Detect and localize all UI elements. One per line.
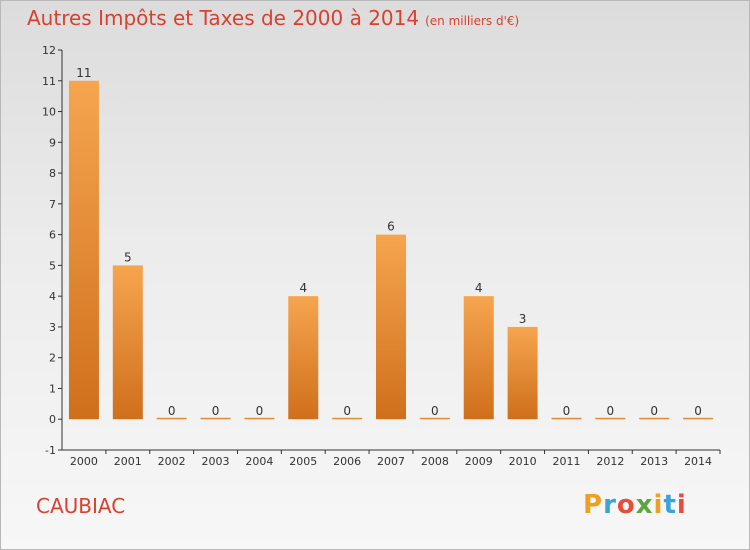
logo-letter: r xyxy=(603,490,617,520)
bar xyxy=(112,265,143,420)
bar xyxy=(551,417,582,420)
value-label: 11 xyxy=(76,66,91,80)
x-tick-label: 2005 xyxy=(289,455,317,468)
y-tick-label: 6 xyxy=(49,229,56,242)
bar xyxy=(244,417,275,420)
logo-letter: o xyxy=(616,490,636,520)
value-label: 5 xyxy=(124,250,132,264)
x-tick-label: 2011 xyxy=(552,455,580,468)
value-label: 4 xyxy=(299,281,307,295)
bar xyxy=(639,417,670,420)
logo-letter: P xyxy=(583,490,604,520)
y-tick-label: 10 xyxy=(42,106,56,119)
x-tick-label: 2003 xyxy=(202,455,230,468)
bar xyxy=(419,417,450,420)
y-tick-label: 12 xyxy=(42,44,56,57)
y-tick-label: 11 xyxy=(42,75,56,88)
y-tick-label: 4 xyxy=(49,290,56,303)
y-tick-label: 9 xyxy=(49,136,56,149)
value-label: 0 xyxy=(168,404,176,418)
y-tick-label: 3 xyxy=(49,321,56,334)
value-label: 0 xyxy=(343,404,351,418)
x-tick-label: 2008 xyxy=(421,455,449,468)
x-tick-label: 2002 xyxy=(158,455,186,468)
x-tick-label: 2013 xyxy=(640,455,668,468)
place-name: CAUBIAC xyxy=(36,494,126,518)
y-tick-label: 0 xyxy=(49,413,56,426)
proxiti-logo[interactable]: Proxiti xyxy=(583,490,687,520)
chart-title: Autres Impôts et Taxes de 2000 à 2014 (en… xyxy=(27,6,519,30)
x-tick-label: 2014 xyxy=(684,455,712,468)
value-label: 0 xyxy=(650,404,658,418)
bar xyxy=(68,80,99,420)
value-label: 0 xyxy=(212,404,220,418)
logo-letter: x xyxy=(635,490,654,520)
logo-letter: i xyxy=(676,490,687,520)
value-label: 0 xyxy=(256,404,264,418)
value-label: 0 xyxy=(694,404,702,418)
bar xyxy=(288,296,319,420)
x-tick-label: 2001 xyxy=(114,455,142,468)
y-tick-label: 2 xyxy=(49,352,56,365)
x-tick-label: 2007 xyxy=(377,455,405,468)
y-tick-label: -1 xyxy=(45,444,56,457)
x-tick-label: 2004 xyxy=(245,455,273,468)
bar xyxy=(595,417,626,420)
y-tick-label: 1 xyxy=(49,382,56,395)
bar xyxy=(683,417,714,420)
bar xyxy=(463,296,494,420)
y-tick-label: 8 xyxy=(49,167,56,180)
value-label: 4 xyxy=(475,281,483,295)
bar xyxy=(156,417,187,420)
chart-title-text: Autres Impôts et Taxes de 2000 à 2014 xyxy=(27,6,420,30)
x-tick-label: 2009 xyxy=(465,455,493,468)
y-tick-label: 7 xyxy=(49,198,56,211)
bar xyxy=(376,234,406,420)
x-tick-label: 2010 xyxy=(509,455,537,468)
chart-subtitle: (en milliers d'€) xyxy=(425,14,520,28)
value-label: 0 xyxy=(607,404,615,418)
bar xyxy=(507,326,538,420)
value-label: 0 xyxy=(431,404,439,418)
value-label: 6 xyxy=(387,220,395,234)
y-tick-label: 5 xyxy=(49,259,56,272)
value-label: 3 xyxy=(519,312,527,326)
logo-letter: t xyxy=(663,490,677,520)
bar xyxy=(200,417,231,420)
x-tick-label: 2012 xyxy=(596,455,624,468)
x-tick-label: 2000 xyxy=(70,455,98,468)
value-label: 0 xyxy=(563,404,571,418)
bar xyxy=(332,417,363,420)
x-tick-label: 2006 xyxy=(333,455,361,468)
logo-letter: i xyxy=(653,490,664,520)
